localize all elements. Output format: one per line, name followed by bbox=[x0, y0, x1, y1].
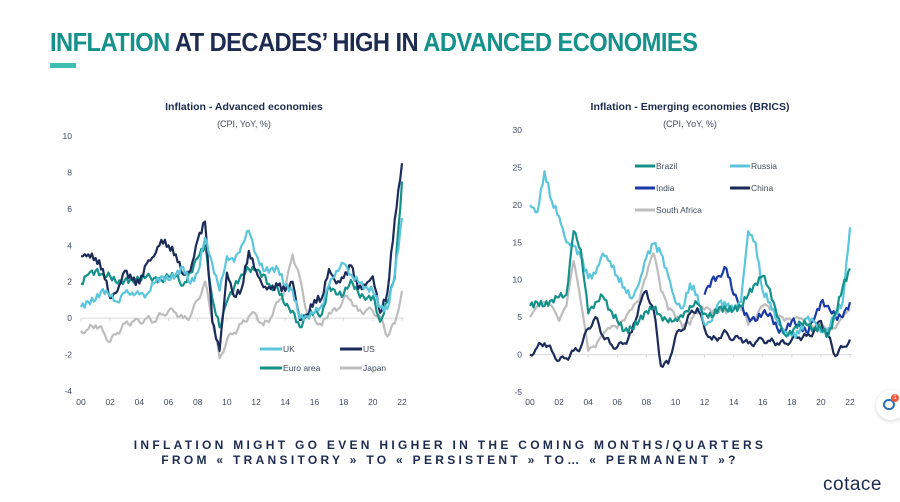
notification-badge: 1 bbox=[891, 394, 899, 402]
chart-subtitle: (CPI, YoY, %) bbox=[217, 119, 271, 129]
footer-line-1: INFLATION MIGHT GO EVEN HIGHER IN THE CO… bbox=[133, 438, 767, 452]
series-line-uk bbox=[80, 217, 404, 322]
chat-bubble-icon bbox=[883, 399, 895, 410]
x-axis-ticks: 00 02 04 06 08 10 12 14 16 18 20 22 bbox=[76, 397, 407, 407]
x-tick-label: 04 bbox=[135, 397, 145, 407]
legend-label: Japan bbox=[363, 363, 386, 373]
title-underline-bar bbox=[50, 63, 76, 68]
page-title: INFLATION AT DECADES’ HIGH IN ADVANCED E… bbox=[50, 29, 698, 58]
x-tick-label: 16 bbox=[310, 397, 320, 407]
series-line-japan bbox=[80, 253, 404, 360]
series-lines bbox=[80, 163, 404, 360]
x-tick-label: 20 bbox=[368, 397, 378, 407]
x-tick-label: 08 bbox=[193, 397, 203, 407]
y-tick-label: 10 bbox=[63, 131, 73, 141]
y-axis-ticks: -4 -2 0 2 4 6 8 10 bbox=[63, 131, 73, 396]
x-tick-label: 00 bbox=[76, 397, 86, 407]
x-tick-label: 18 bbox=[339, 397, 349, 407]
chat-widget-button[interactable]: 1 bbox=[876, 390, 900, 420]
legend-label: UK bbox=[283, 344, 295, 354]
footer-line-2: FROM « TRANSITORY » TO « PERSISTENT » TO… bbox=[161, 453, 739, 467]
x-tick-label: 12 bbox=[251, 397, 261, 407]
legend-label: US bbox=[363, 344, 375, 354]
y-tick-label: 0 bbox=[67, 313, 72, 323]
advanced-economies-chart: Inflation - Advanced economies (CPI, YoY… bbox=[63, 101, 407, 407]
x-tick-label: 22 bbox=[397, 397, 407, 407]
chart-legend: UK US Euro area Japan bbox=[260, 344, 386, 373]
x-tick-label: 02 bbox=[105, 397, 115, 407]
x-tick-label: 14 bbox=[281, 397, 291, 407]
x-tick-label: 10 bbox=[222, 397, 232, 407]
y-tick-label: 6 bbox=[67, 204, 72, 214]
x-tick-label: 06 bbox=[164, 397, 174, 407]
page-title-accent-1: INFLATION bbox=[50, 29, 170, 57]
chart-title: Inflation - Advanced economies bbox=[165, 101, 323, 113]
y-tick-label: -4 bbox=[64, 386, 72, 396]
y-tick-label: 2 bbox=[67, 277, 72, 287]
legend-label: Euro area bbox=[283, 363, 321, 373]
y-tick-label: 4 bbox=[67, 240, 72, 250]
page-title-middle: AT DECADES’ HIGH IN bbox=[169, 29, 424, 57]
page-title-accent-2: ADVANCED ECONOMIES bbox=[423, 29, 698, 57]
coface-logo: cotace bbox=[823, 474, 882, 495]
y-tick-label: -2 bbox=[64, 350, 72, 360]
y-tick-label: 8 bbox=[67, 167, 72, 177]
footer-message: INFLATION MIGHT GO EVEN HIGHER IN THE CO… bbox=[0, 438, 900, 468]
